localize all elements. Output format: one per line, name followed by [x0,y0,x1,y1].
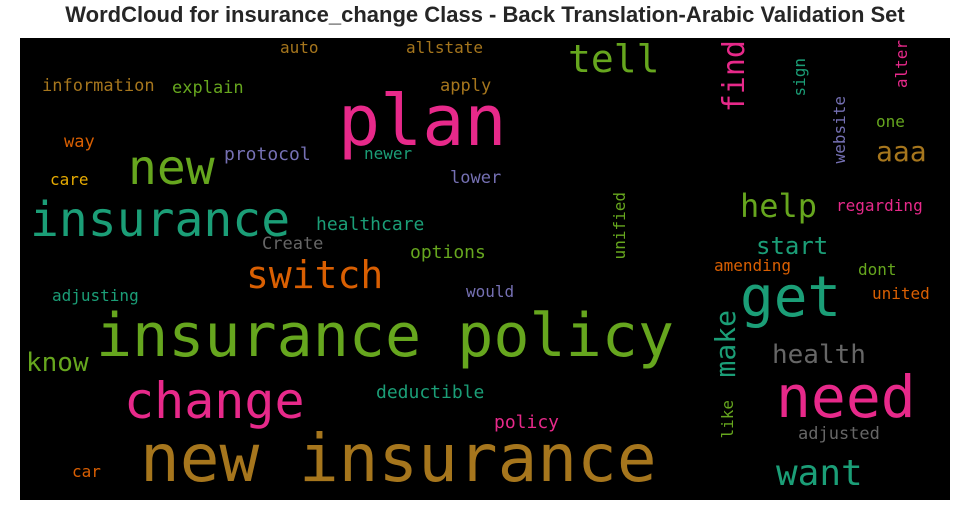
word-explain: explain [172,78,244,98]
word-plan: plan [338,80,507,162]
word-way: way [64,132,95,152]
word-know: know [26,348,89,378]
word-alter: alter [892,40,911,89]
word-apply: apply [440,76,492,96]
word-cloud: new insurance insurance policy plan insu… [20,38,950,500]
word-website: website [830,96,849,164]
word-need: need [776,363,916,431]
word-get: get [740,265,842,330]
word-deductible: deductible [376,382,485,403]
word-one: one [876,112,905,131]
word-regarding: regarding [836,196,923,215]
word-dont: dont [858,260,897,279]
word-like: like [718,400,737,439]
word-switch: switch [246,253,384,297]
word-amending: amending [714,256,792,275]
word-want: want [776,453,863,494]
word-health: health [772,340,866,370]
word-policy: policy [494,412,560,433]
word-car: car [72,462,101,481]
word-change: change [124,372,305,430]
word-would: would [466,282,515,301]
word-sign: sign [790,58,809,97]
word-newer: newer [364,144,413,163]
word-aaa: aaa [876,135,927,168]
word-information: information [42,76,155,96]
word-find: find [717,40,752,113]
word-tell: tell [568,38,660,81]
word-united: united [872,284,930,303]
word-unified: unified [610,192,629,260]
word-insurance-policy: insurance policy [96,301,674,371]
word-start: start [756,232,829,260]
word-protocol: protocol [224,144,311,165]
word-create: Create [262,234,324,254]
word-insurance: insurance [30,192,291,248]
word-adjusting: adjusting [52,286,139,305]
word-lower: lower [450,168,502,188]
word-new-insurance: new insurance [140,420,657,497]
word-care: care [50,170,89,189]
word-healthcare: healthcare [316,214,425,235]
word-options: options [410,242,486,263]
word-adjusted: adjusted [798,424,880,444]
chart-title: WordCloud for insurance_change Class - B… [65,2,905,27]
word-auto: auto [280,38,319,57]
word-allstate: allstate [406,38,484,57]
word-make: make [709,310,742,378]
word-new: new [128,140,215,196]
word-help: help [740,187,818,225]
